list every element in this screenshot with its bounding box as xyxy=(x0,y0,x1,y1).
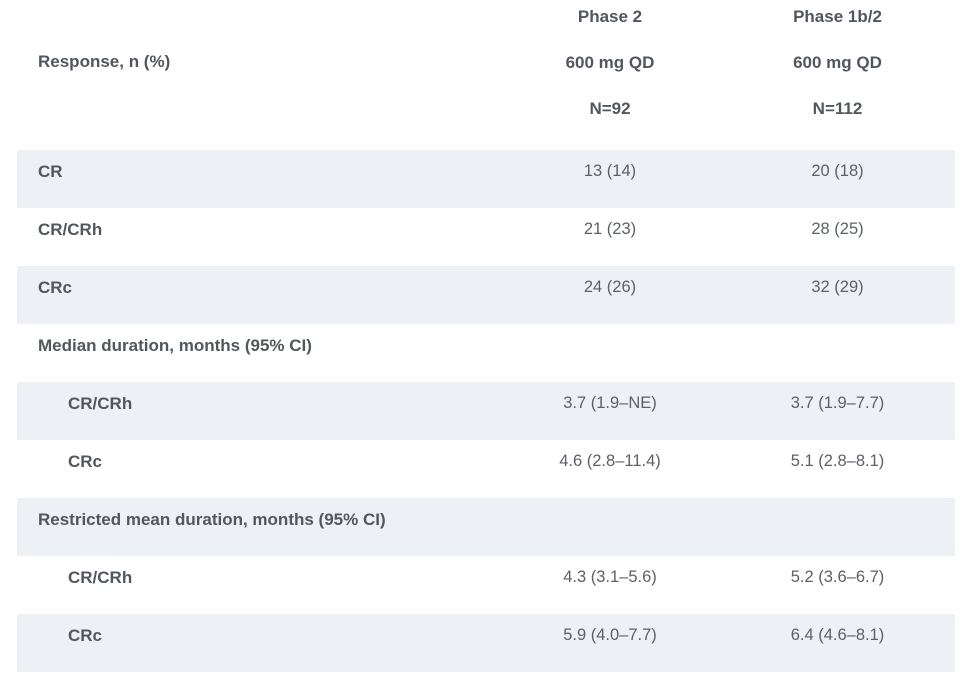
column-header-phase2: Phase 2 600 mg QD N=92 xyxy=(500,0,720,145)
phase2-dose-label: 600 mg QD xyxy=(565,53,655,72)
table-row-median-crcrh: CR/CRh 3.7 (1.9–NE) 3.7 (1.9–7.7) xyxy=(17,382,955,440)
phase2-n-label: N=92 xyxy=(589,99,631,118)
row-value-phase1b2: 5.1 (2.8–8.1) xyxy=(790,452,885,470)
response-results-table: Response, n (%) Phase 2 600 mg QD N=92 P… xyxy=(17,0,955,672)
row-label: CRc xyxy=(68,626,103,645)
row-label: CR/CRh xyxy=(38,220,103,239)
row-value-phase1b2: 20 (18) xyxy=(811,162,864,180)
table-section-restricted-mean: Restricted mean duration, months (95% CI… xyxy=(17,498,955,556)
row-label: CRc xyxy=(38,278,73,297)
table-section-median-duration: Median duration, months (95% CI) xyxy=(17,324,955,382)
row-value-phase2: 13 (14) xyxy=(583,162,637,180)
table-row-restricted-crcrh: CR/CRh 4.3 (3.1–5.6) 5.2 (3.6–6.7) xyxy=(17,556,955,614)
section-label: Median duration, months (95% CI) xyxy=(38,336,312,355)
phase1b2-phase-label: Phase 1b/2 xyxy=(793,7,882,26)
row-value-phase1b2: 3.7 (1.9–7.7) xyxy=(790,394,885,412)
row-value-phase2: 4.6 (2.8–11.4) xyxy=(559,452,661,470)
table-row-restricted-crc: CRc 5.9 (4.0–7.7) 6.4 (4.6–8.1) xyxy=(17,614,955,672)
row-value-phase2: 4.3 (3.1–5.6) xyxy=(563,568,657,586)
row-label: CR/CRh xyxy=(68,568,133,587)
table-body: CR 13 (14) 20 (18) CR/CRh 21 (23) 28 (25… xyxy=(17,150,955,672)
table-title-cell: Response, n (%) xyxy=(38,52,171,71)
phase1b2-n-label: N=112 xyxy=(812,99,863,118)
phase1b2-dose-label: 600 mg QD xyxy=(793,53,882,72)
row-value-phase2: 5.9 (4.0–7.7) xyxy=(563,626,657,644)
table-row-crcrh: CR/CRh 21 (23) 28 (25) xyxy=(17,208,955,266)
row-label: CR xyxy=(38,162,63,181)
row-value-phase1b2: 5.2 (3.6–6.7) xyxy=(790,568,885,586)
column-header-phase1b2: Phase 1b/2 600 mg QD N=112 xyxy=(720,0,955,145)
row-value-phase2: 21 (23) xyxy=(583,220,637,238)
row-value-phase1b2: 28 (25) xyxy=(811,220,864,238)
row-label: CR/CRh xyxy=(68,394,133,413)
section-label: Restricted mean duration, months (95% CI… xyxy=(38,510,386,529)
table-row-cr: CR 13 (14) 20 (18) xyxy=(17,150,955,208)
row-value-phase2: 24 (26) xyxy=(583,278,637,296)
row-value-phase1b2: 6.4 (4.6–8.1) xyxy=(790,626,885,644)
row-value-phase2: 3.7 (1.9–NE) xyxy=(563,394,657,412)
phase2-phase-label: Phase 2 xyxy=(577,7,643,26)
table-header-row: Response, n (%) Phase 2 600 mg QD N=92 P… xyxy=(17,0,955,150)
row-label: CRc xyxy=(68,452,103,471)
table-row-median-crc: CRc 4.6 (2.8–11.4) 5.1 (2.8–8.1) xyxy=(17,440,955,498)
row-value-phase1b2: 32 (29) xyxy=(811,278,864,296)
table-row-crc: CRc 24 (26) 32 (29) xyxy=(17,266,955,324)
